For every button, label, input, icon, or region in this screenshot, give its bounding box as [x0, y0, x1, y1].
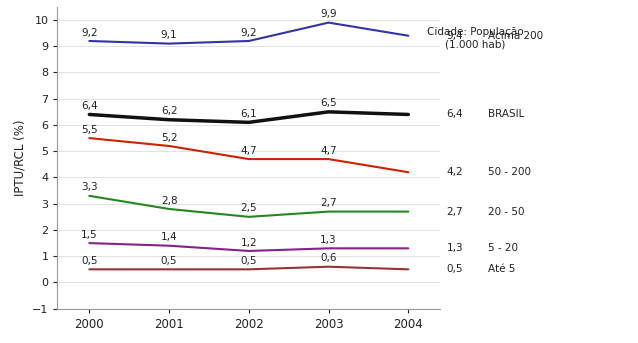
- Text: 0,5: 0,5: [447, 264, 463, 274]
- Text: Cidade: População
(1.000 hab): Cidade: População (1.000 hab): [427, 27, 524, 49]
- Text: 2,7: 2,7: [447, 206, 463, 216]
- Text: 5,2: 5,2: [161, 132, 177, 143]
- Text: 6,4: 6,4: [81, 101, 98, 111]
- Text: 20 - 50: 20 - 50: [488, 206, 524, 216]
- Text: 1,4: 1,4: [161, 232, 177, 242]
- Y-axis label: IPTU/RCL (%): IPTU/RCL (%): [13, 119, 26, 196]
- Text: 9,1: 9,1: [161, 30, 177, 40]
- Text: 9,2: 9,2: [241, 27, 257, 38]
- Text: 6,2: 6,2: [161, 106, 177, 116]
- Text: Até 5: Até 5: [488, 264, 516, 274]
- Text: 5 - 20: 5 - 20: [488, 243, 518, 253]
- Text: 1,2: 1,2: [241, 238, 257, 248]
- Text: 50 - 200: 50 - 200: [488, 167, 531, 177]
- Text: 1,3: 1,3: [447, 243, 463, 253]
- Text: 6,1: 6,1: [241, 109, 257, 119]
- Text: Acima 200: Acima 200: [488, 31, 543, 41]
- Text: 6,5: 6,5: [320, 98, 337, 108]
- Text: 2,8: 2,8: [161, 196, 177, 205]
- Text: 4,7: 4,7: [320, 146, 337, 156]
- Text: 5,5: 5,5: [81, 125, 98, 135]
- Text: 0,5: 0,5: [161, 256, 177, 266]
- Text: 9,4: 9,4: [447, 31, 463, 41]
- Text: 0,5: 0,5: [241, 256, 257, 266]
- Text: 9,2: 9,2: [81, 27, 98, 38]
- Text: 4,7: 4,7: [241, 146, 257, 156]
- Text: 4,2: 4,2: [447, 167, 463, 177]
- Text: 0,6: 0,6: [320, 253, 337, 263]
- Text: 2,5: 2,5: [241, 203, 257, 213]
- Text: BRASIL: BRASIL: [488, 109, 524, 119]
- Text: 2,7: 2,7: [320, 198, 337, 208]
- Text: 9,9: 9,9: [320, 9, 337, 19]
- Text: 0,5: 0,5: [81, 256, 98, 266]
- Text: 1,5: 1,5: [81, 230, 98, 240]
- Text: 6,4: 6,4: [447, 109, 463, 119]
- Text: 1,3: 1,3: [320, 235, 337, 245]
- Text: 3,3: 3,3: [81, 182, 98, 192]
